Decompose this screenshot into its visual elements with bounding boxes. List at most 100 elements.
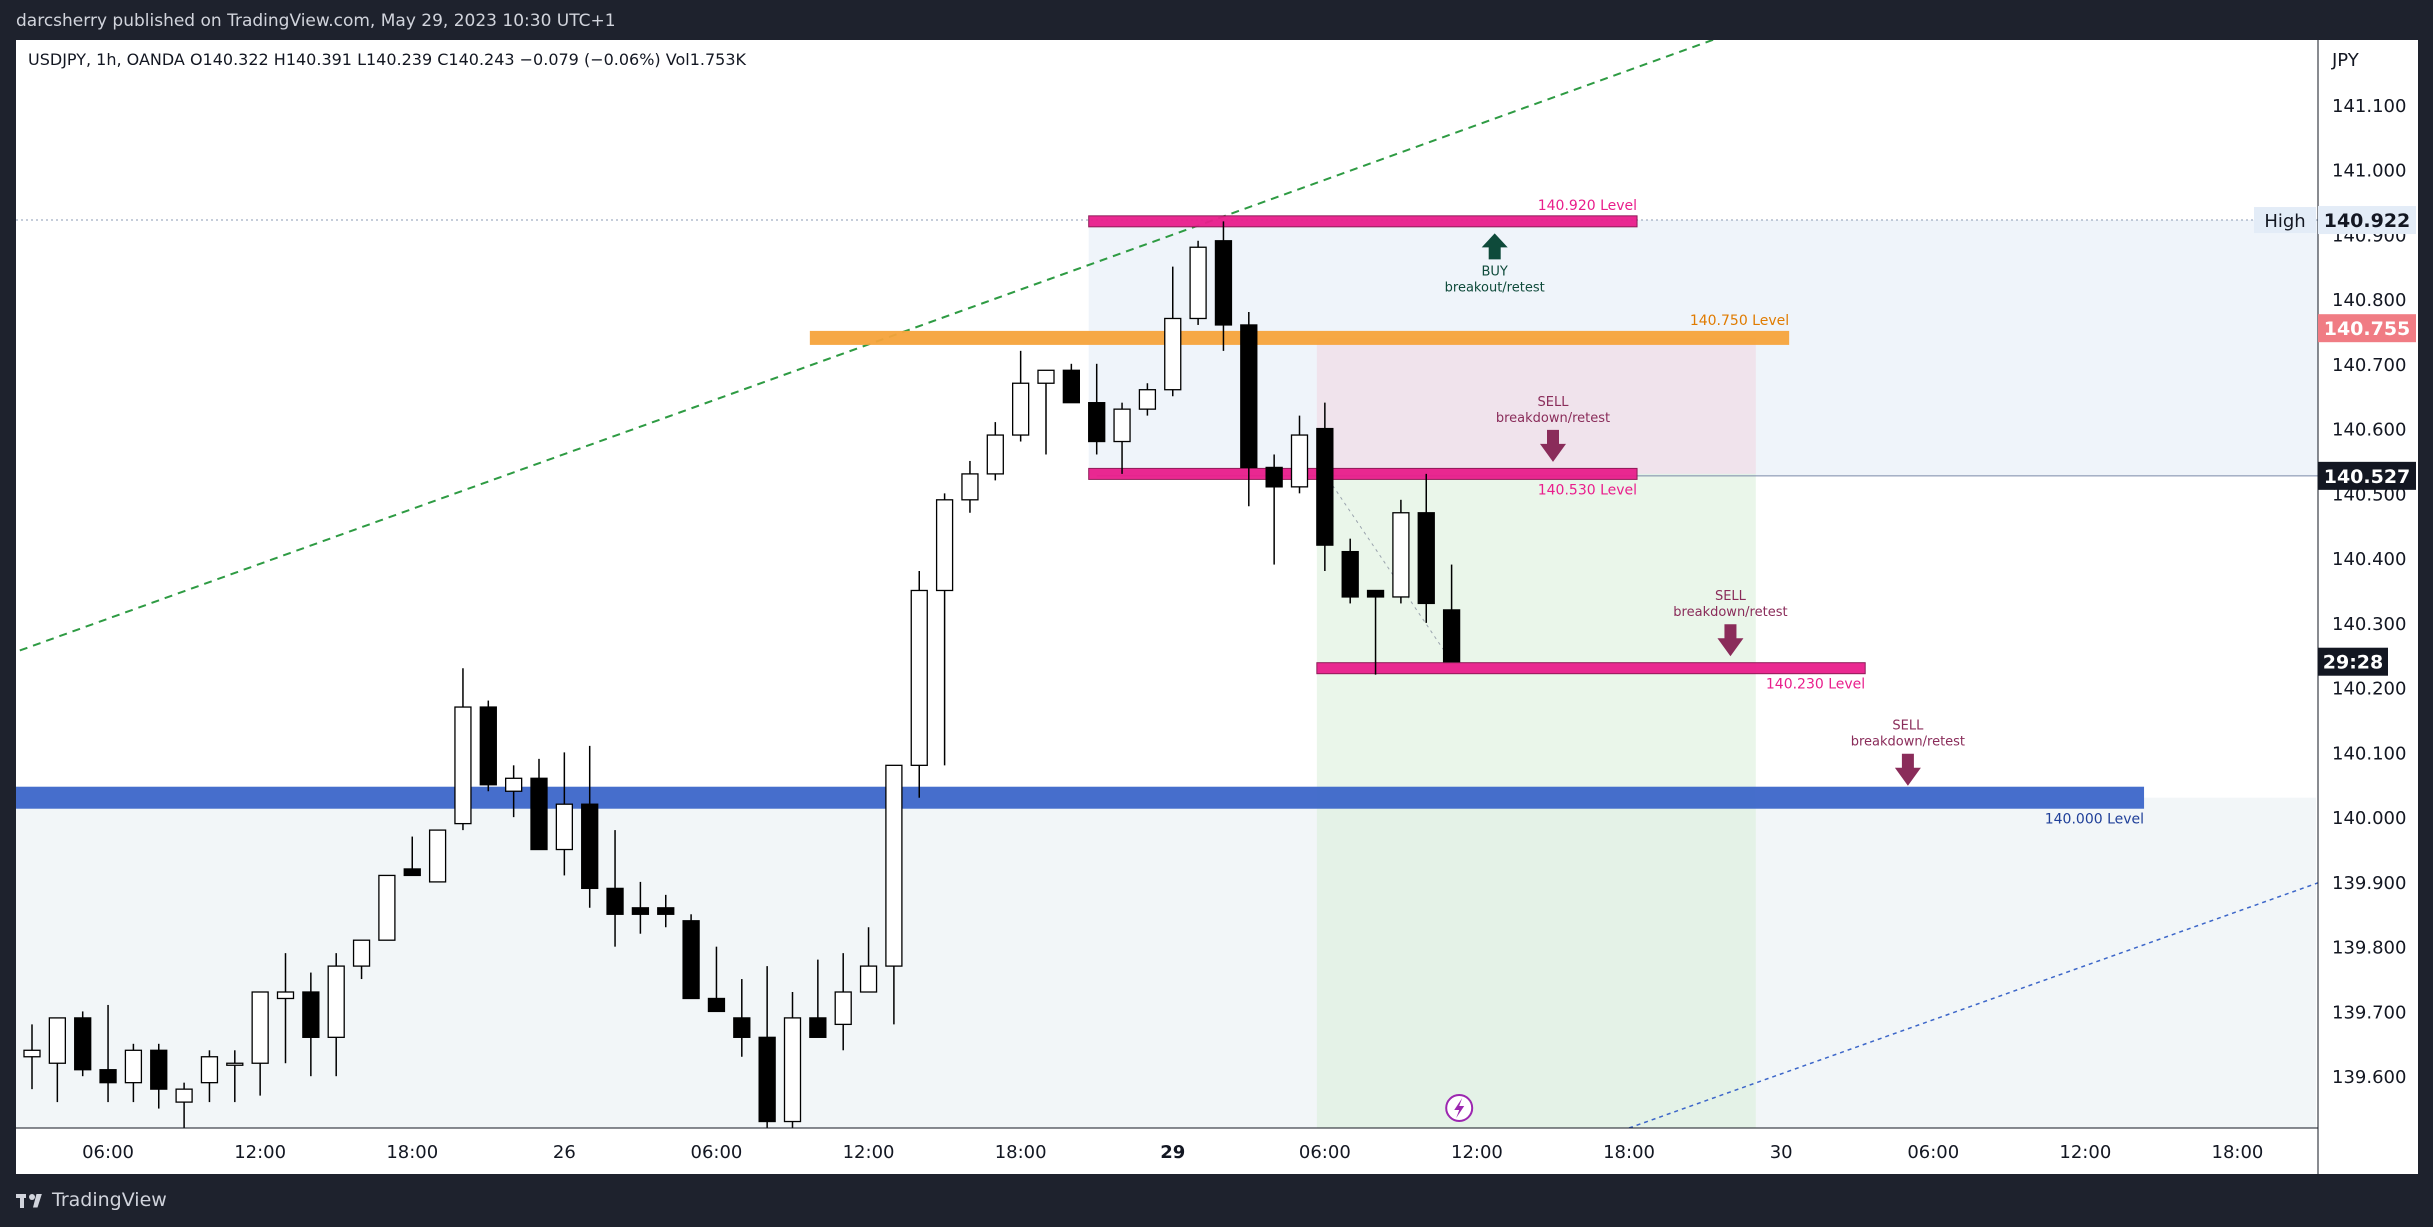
x-tick-label: 06:00 xyxy=(1907,1142,1959,1163)
candle-body xyxy=(1189,246,1207,320)
publish-bar: darcsherry published on TradingView.com,… xyxy=(0,0,2433,40)
x-tick-label: 18:00 xyxy=(1603,1142,1655,1163)
y-tick-label: 140.400 xyxy=(2332,549,2406,570)
y-tick-label: 140.300 xyxy=(2332,614,2406,635)
candle-body xyxy=(631,907,650,915)
candle-body xyxy=(986,434,1004,475)
buy-arrow-icon xyxy=(1481,233,1508,260)
x-tick-label: 29 xyxy=(1160,1142,1185,1163)
footer-bar: TradingView xyxy=(0,1174,2433,1227)
x-tick-label: 26 xyxy=(553,1142,576,1163)
y-tick-label: 141.000 xyxy=(2332,161,2406,182)
candle-body xyxy=(733,1017,751,1038)
candle-body xyxy=(758,1036,776,1123)
candle-body xyxy=(74,1017,92,1071)
y-tick-label: 140.000 xyxy=(2332,808,2406,829)
candle-body xyxy=(1290,434,1309,488)
x-tick-label: 18:00 xyxy=(386,1142,438,1163)
y-tick-label: 140.600 xyxy=(2332,420,2406,441)
candle-body xyxy=(352,939,371,967)
candle-body xyxy=(1442,609,1461,663)
candle-body xyxy=(707,997,726,1013)
chart-area[interactable]: 140.920 Level 140.750 Level 140.530 Level 1… xyxy=(16,40,2418,1174)
price-tag-bg xyxy=(2318,206,2416,235)
currency-label: JPY xyxy=(2331,50,2360,71)
x-tick-label: 18:00 xyxy=(995,1142,1047,1163)
high-tag-bg xyxy=(2254,207,2316,234)
candle-body xyxy=(226,1062,244,1066)
candle-body xyxy=(783,1017,802,1123)
candle-body xyxy=(859,965,878,993)
y-tick-label: 139.800 xyxy=(2332,938,2406,959)
candle-body xyxy=(1138,389,1157,410)
x-tick-label: 06:00 xyxy=(82,1142,134,1163)
y-tick-label: 139.900 xyxy=(2332,873,2406,894)
price-tag: 140.922 xyxy=(2324,210,2411,232)
sell-arrow-icon xyxy=(1717,624,1744,657)
candle-body xyxy=(1113,408,1131,443)
x-tick-label: 12:00 xyxy=(2059,1142,2111,1163)
candle-body xyxy=(1164,317,1182,391)
level-label-0: 140.920 Level xyxy=(1538,198,1637,214)
candle-body xyxy=(530,777,548,851)
price-tag: 29:28 xyxy=(2323,652,2383,674)
level-bar-3 xyxy=(1316,662,1866,675)
y-tick-label: 139.700 xyxy=(2332,1002,2406,1023)
candle-body xyxy=(175,1088,193,1103)
candle-body xyxy=(555,803,573,851)
candle-body xyxy=(581,803,599,890)
level-bar-4 xyxy=(16,786,2145,809)
tradingview-logo[interactable]: TradingView xyxy=(16,1189,167,1211)
y-tick-label: 140.800 xyxy=(2332,290,2406,311)
annotation-line1: SELL xyxy=(1892,719,1924,734)
level-label-4: 140.000 Level xyxy=(2045,812,2144,828)
annotation-line2: breakdown/retest xyxy=(1851,735,1965,750)
sell-arrow-icon xyxy=(1894,753,1921,786)
high-tag: High xyxy=(2264,211,2305,232)
candle-body xyxy=(935,499,954,592)
candle-body xyxy=(834,991,852,1026)
annotation-line2: breakout/retest xyxy=(1445,280,1545,295)
x-tick-label: 06:00 xyxy=(1299,1142,1351,1163)
candle-body xyxy=(1341,550,1359,598)
annotation-line1: SELL xyxy=(1715,589,1747,604)
candle-body xyxy=(99,1069,117,1084)
position-stop-zone xyxy=(1316,337,1756,474)
candlestick-chart[interactable]: 140.920 Level 140.750 Level 140.530 Level 1… xyxy=(16,40,2418,1174)
annotation-line1: BUY xyxy=(1482,264,1508,279)
candle-body xyxy=(327,965,345,1038)
position-path xyxy=(1324,473,1453,662)
lower-shade xyxy=(16,797,2316,1128)
candle-body xyxy=(1062,369,1080,404)
candle-body xyxy=(682,920,700,1000)
candle-body xyxy=(1265,466,1283,488)
candle-body xyxy=(150,1049,168,1090)
y-tick-label: 140.100 xyxy=(2332,743,2406,764)
candle-body xyxy=(378,874,396,941)
y-tick-label: 141.100 xyxy=(2332,96,2406,117)
tradingview-logo-icon xyxy=(16,1193,44,1208)
candle-body xyxy=(1240,324,1258,469)
tradingview-logo-text: TradingView xyxy=(52,1189,167,1211)
x-tick-label: 12:00 xyxy=(843,1142,895,1163)
price-tag-bg xyxy=(2318,461,2416,490)
annotation-line2: breakdown/retest xyxy=(1673,605,1787,620)
candle-body xyxy=(504,777,523,792)
trendline-lower xyxy=(1628,874,2340,1129)
candle-body xyxy=(428,829,447,883)
candle-body xyxy=(1417,512,1435,605)
candle-body xyxy=(1037,369,1055,384)
candle-body xyxy=(606,887,624,915)
annotation-line2: breakdown/retest xyxy=(1496,411,1610,426)
x-tick-label: 12:00 xyxy=(234,1142,286,1163)
x-tick-label: 18:00 xyxy=(2212,1142,2264,1163)
level-bar-0 xyxy=(1088,215,1638,228)
y-tick-label: 139.600 xyxy=(2332,1067,2406,1088)
level-label-2: 140.530 Level xyxy=(1538,482,1637,498)
level-bar-2 xyxy=(1088,467,1638,480)
price-tag-bg xyxy=(2318,314,2416,343)
candle-body xyxy=(961,473,979,501)
candle-body xyxy=(276,991,295,1000)
x-tick-label: 12:00 xyxy=(1451,1142,1503,1163)
y-tick-label: 140.700 xyxy=(2332,355,2406,376)
